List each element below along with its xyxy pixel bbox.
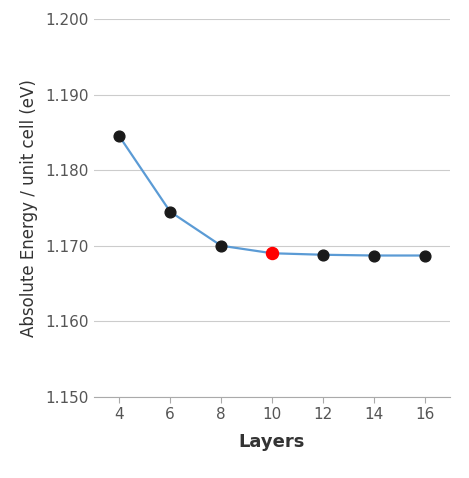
Point <box>319 251 327 259</box>
Point <box>421 252 429 260</box>
Point <box>370 252 378 260</box>
X-axis label: Layers: Layers <box>239 433 305 451</box>
Point <box>166 208 174 216</box>
Point <box>115 132 123 140</box>
Point <box>268 250 276 257</box>
Point <box>217 242 225 250</box>
Y-axis label: Absolute Energy / unit cell (eV): Absolute Energy / unit cell (eV) <box>21 79 38 337</box>
